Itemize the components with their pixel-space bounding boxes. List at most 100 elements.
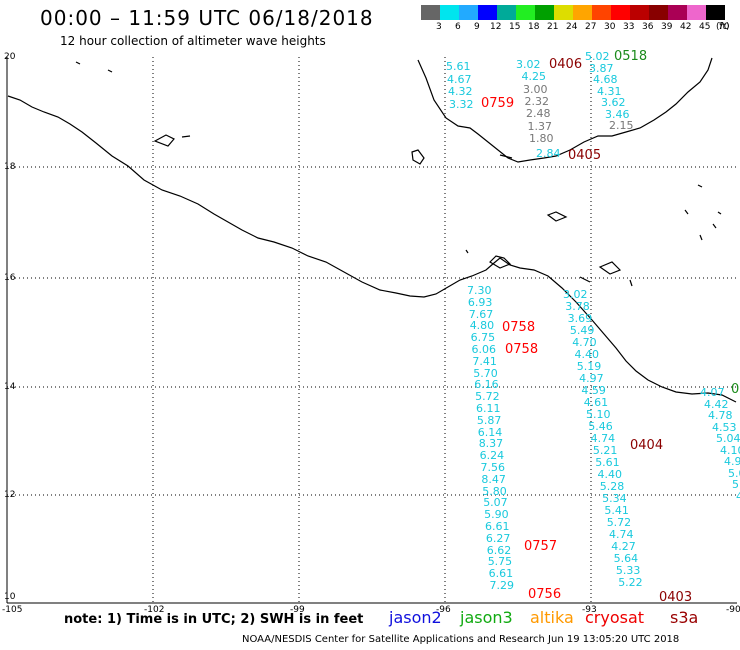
wave-height-value: 2.84 <box>536 147 561 160</box>
wave-height-value: 5. <box>732 478 740 491</box>
legend-tick-label: 18 <box>528 22 540 32</box>
wave-height-value: 3.78 <box>565 300 590 313</box>
wave-height-value: 4.10 <box>720 443 740 457</box>
wave-height-value: 5.21 <box>592 444 618 457</box>
lon-label: -90 <box>726 605 740 615</box>
pass-time-label: 0756 <box>528 587 562 602</box>
lat-label: 12 <box>4 490 16 500</box>
legend-tick-label: 42 <box>680 22 692 32</box>
wave-height-value: 4.90 <box>724 455 740 468</box>
legend-tick-label: 12 <box>490 22 502 32</box>
wave-height-value: 4.68 <box>593 73 618 86</box>
wave-height-value: 1.37 <box>527 119 553 133</box>
graticule <box>7 57 737 603</box>
legend-swatch <box>440 5 459 20</box>
wave-height-value: 4.59 <box>581 384 606 397</box>
wave-height-value: 3.32 <box>449 97 474 111</box>
wave-height-value: 6.14 <box>477 425 503 439</box>
wave-height-value: 5.75 <box>487 555 513 569</box>
legend-tick-label: 24 <box>566 22 578 32</box>
wave-height-value: 3.69 <box>567 312 593 325</box>
satellite-label-s3a: s3a <box>670 608 699 627</box>
wave-height-value: 6.16 <box>474 378 499 392</box>
wave-height-value: 7.56 <box>480 461 506 474</box>
wave-height-value: 5.19 <box>576 360 602 373</box>
wave-height-value: 3.62 <box>601 96 626 109</box>
wave-height-value: 7.30 <box>467 284 492 297</box>
legend-tick-label: 30 <box>604 22 616 32</box>
wave-height-value: 3.00 <box>523 82 548 96</box>
lon-label: -105 <box>2 605 23 615</box>
legend-swatch <box>649 5 668 20</box>
wave-height-value: 5.72 <box>475 390 500 404</box>
wave-height-value: 6.06 <box>471 343 497 356</box>
wave-height-value: 5.46 <box>588 420 613 433</box>
map-title: 00:00 – 11:59 UTC 06/18/2018 <box>40 6 374 30</box>
wave-height-value: 8.47 <box>481 472 506 486</box>
legend-tick-label: 3 <box>436 22 442 32</box>
wave-height-value: 5.28 <box>599 480 625 493</box>
wave-height-value: 5.49 <box>569 324 595 337</box>
wave-height-value: 5.72 <box>606 516 632 529</box>
wave-height-value: 5.0 <box>728 466 740 480</box>
pass-time-label: 0405 <box>568 148 602 163</box>
legend-swatch <box>706 5 725 20</box>
wave-height-value: 3.46 <box>605 107 630 121</box>
wave-height-value: 2.15 <box>609 119 634 132</box>
legend-tick-label: 9 <box>474 22 480 32</box>
lat-label: 18 <box>4 162 16 172</box>
pass-time-label: 0404 <box>630 438 664 453</box>
pass-time-label: 0757 <box>524 539 558 554</box>
wave-height-value: 5.33 <box>615 564 641 577</box>
legend-swatch <box>421 5 440 20</box>
legend-tick-label: 15 <box>509 22 521 32</box>
legend-swatch <box>630 5 649 20</box>
satellite-label-altika: altika <box>530 608 574 627</box>
coastline <box>7 57 737 403</box>
wave-height-value: 6.93 <box>467 295 493 309</box>
wave-height-value: 5.04 <box>716 432 740 445</box>
wave-height-value: 4.42 <box>704 397 729 411</box>
wave-height-value: 4 <box>736 489 740 503</box>
wave-height-value: 4.32 <box>448 85 473 98</box>
legend-swatch <box>478 5 497 20</box>
wave-height-value: 6.62 <box>486 543 512 557</box>
wave-height-value: 4.53 <box>712 420 737 434</box>
wave-height-value: 5.41 <box>604 504 629 517</box>
wave-height-value: 1.80 <box>529 131 554 145</box>
legend-swatch <box>554 5 573 20</box>
wave-height-value: 6.61 <box>488 567 514 581</box>
wave-height-value: 5.87 <box>476 413 502 427</box>
wave-height-value: 5.90 <box>484 508 509 522</box>
wave-height-value: 4.40 <box>597 468 623 481</box>
wave-height-value: 3.02 <box>563 288 588 301</box>
legend-tick-label: 36 <box>642 22 654 32</box>
wave-height-value: 6.24 <box>479 449 505 463</box>
legend-tick-label: 33 <box>623 22 635 32</box>
note-text: note: 1) Time is in UTC; 2) SWH is in fe… <box>64 612 364 627</box>
lat-label: 20 <box>4 52 16 62</box>
pass-time-label: 0758 <box>505 342 539 357</box>
wave-height-value: 5.80 <box>482 484 507 498</box>
wave-height-value: 6.27 <box>485 531 511 545</box>
legend-tick-label: 45 <box>699 22 711 32</box>
satellite-label-cryosat: cryosat <box>585 608 645 627</box>
satellite-label-jason3: jason3 <box>460 608 513 627</box>
wave-height-value: 4.80 <box>469 319 495 333</box>
wave-height-value: 4.67 <box>447 72 472 86</box>
legend-swatch <box>535 5 554 20</box>
legend-tick-label: (ft) <box>716 22 730 32</box>
wave-height-value: 4.07 <box>700 386 725 399</box>
wave-height-value: 2.32 <box>524 94 550 108</box>
wave-height-value: 4.78 <box>708 409 733 422</box>
pass-time-label: 0758 <box>502 320 536 335</box>
pass-time-label: 0 <box>731 382 740 397</box>
map-subtitle: 12 hour collection of altimeter wave hei… <box>60 34 326 48</box>
lat-label: 14 <box>4 382 16 392</box>
pass-time-label: 0759 <box>481 96 515 111</box>
wave-height-value: 5.61 <box>446 60 471 73</box>
satellite-label-jason2: jason2 <box>389 608 442 627</box>
wave-height-value: 6.61 <box>485 520 510 533</box>
wave-height-value: 3.02 <box>516 58 541 71</box>
